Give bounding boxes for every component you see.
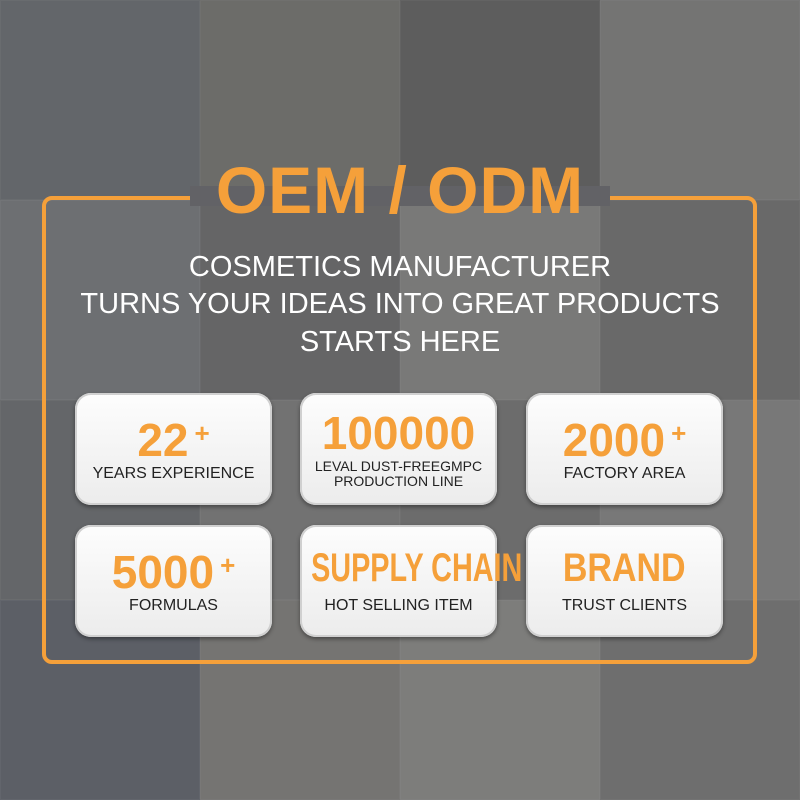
plus-suffix: +	[194, 418, 210, 448]
stat-label-1: LEVAL DUST-FREEGMPC	[314, 458, 483, 474]
stat-value: 2000	[562, 414, 666, 466]
stat-label: TRUST CLIENTS	[561, 597, 688, 614]
stat-card-brand: BRAND TRUST CLIENTS	[526, 525, 723, 637]
stat-label: HOT SELLING ITEM	[324, 597, 473, 614]
stat-label: YEARS EXPERIENCE	[92, 465, 255, 482]
title-gap	[190, 186, 610, 206]
plus-suffix: +	[220, 550, 236, 580]
stat-card-years: 22 + YEARS EXPERIENCE	[75, 393, 272, 505]
page-title: OEM / ODM	[215, 153, 585, 227]
subtitle-line-1: COSMETICS MANUFACTURER	[188, 251, 612, 283]
stat-card-formulas: 5000 + FORMULAS	[75, 525, 272, 637]
subtitle-line-3: STARTS HERE	[299, 326, 501, 358]
stat-value: 100000	[321, 407, 476, 459]
subtitle-line-2: TURNS YOUR IDEAS INTO GREAT PRODUCTS	[80, 288, 720, 320]
stat-value: SUPPLY CHAIN	[311, 546, 523, 590]
stat-label: FACTORY AREA	[563, 465, 686, 482]
stat-value: 5000	[111, 546, 215, 598]
stat-value: 22	[137, 414, 189, 466]
stat-label-2: PRODUCTION LINE	[333, 473, 464, 489]
stat-value: BRAND	[563, 546, 686, 590]
plus-suffix: +	[671, 418, 687, 448]
stat-card-production: 100000 LEVAL DUST-FREEGMPC PRODUCTION LI…	[300, 393, 497, 505]
stat-card-supply-chain: SUPPLY CHAIN HOT SELLING ITEM	[300, 525, 522, 637]
stat-label: FORMULAS	[129, 597, 218, 614]
stat-card-factory-area: 2000 + FACTORY AREA	[526, 393, 723, 505]
